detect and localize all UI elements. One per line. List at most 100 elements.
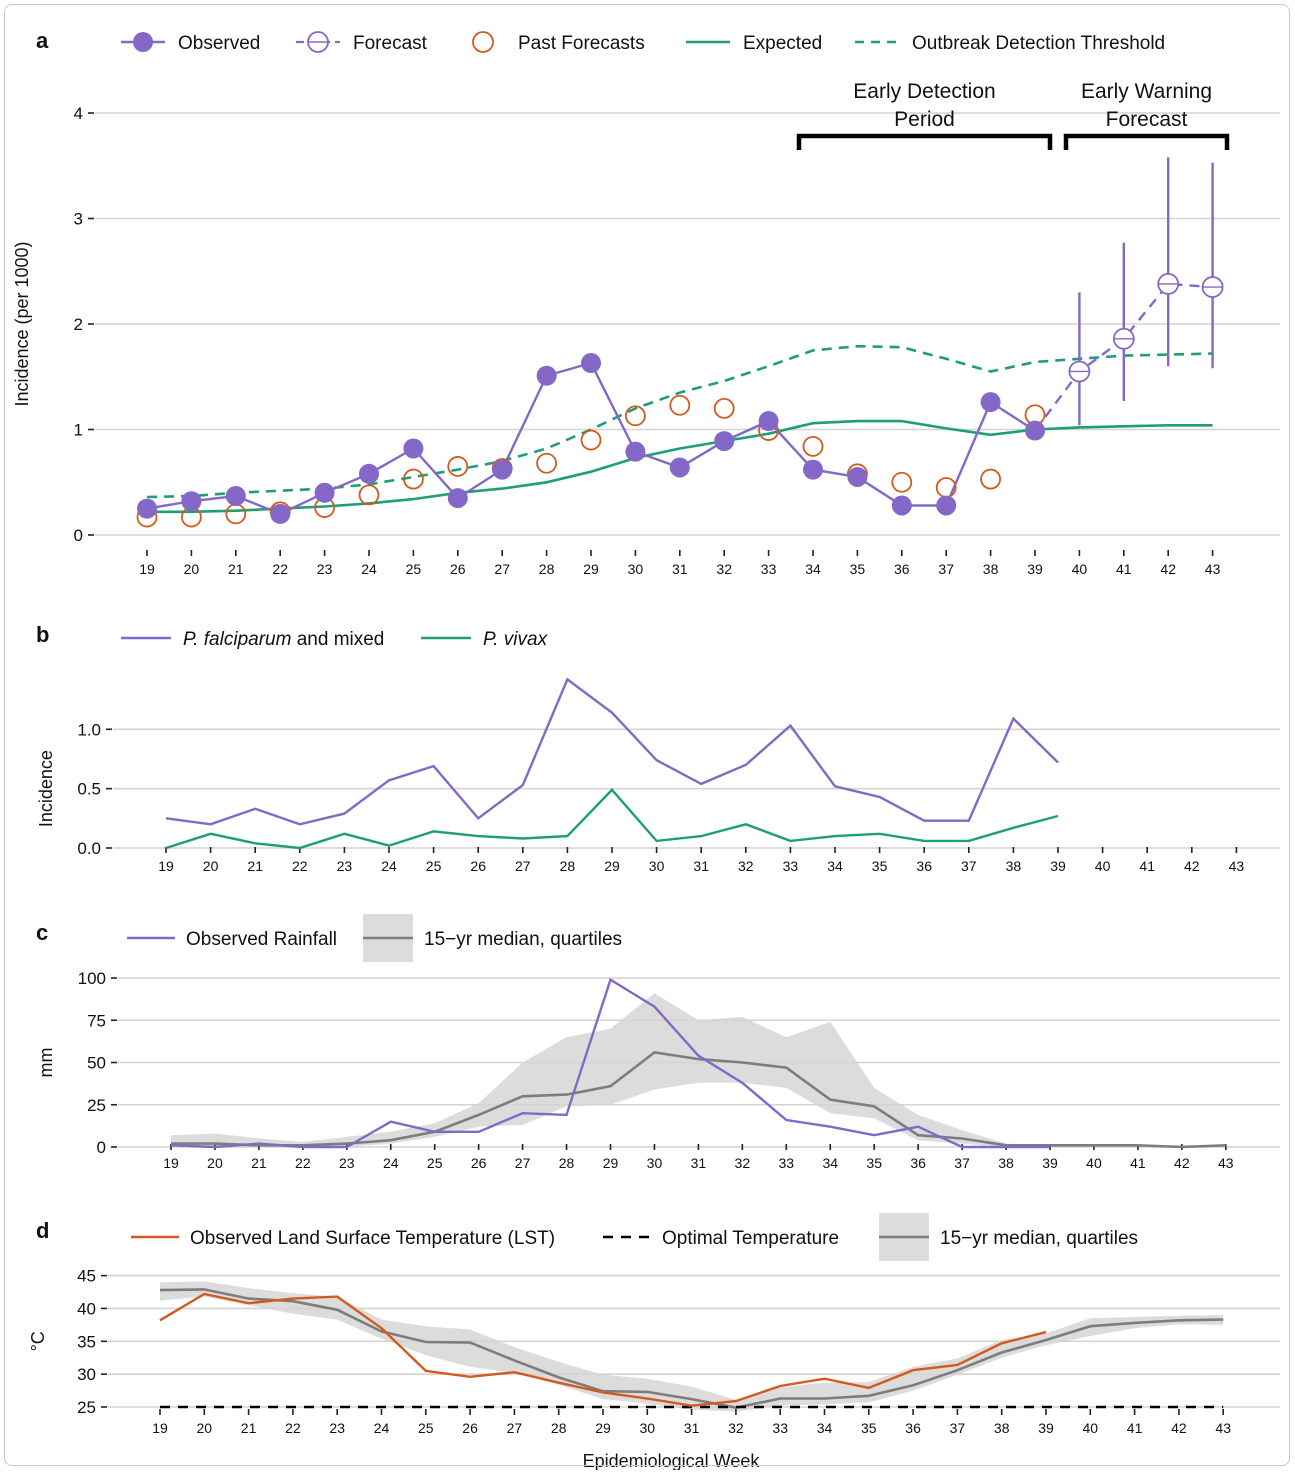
x-tick-label: 36 bbox=[894, 561, 910, 577]
x-tick-label: 33 bbox=[783, 858, 799, 874]
panel-c-band bbox=[171, 993, 1226, 1147]
x-tick-label: 37 bbox=[961, 858, 977, 874]
x-tick-label: 35 bbox=[861, 1420, 877, 1436]
past-forecast-point bbox=[891, 471, 913, 493]
x-tick-label: 34 bbox=[817, 1420, 833, 1436]
observed-point bbox=[536, 365, 557, 386]
y-tick-label: 0.5 bbox=[77, 780, 101, 799]
observed-point bbox=[758, 411, 779, 432]
panel-d-legend: Observed Land Surface Temperature (LST) O… bbox=[131, 1213, 1138, 1261]
series-line-falciparum bbox=[165, 677, 1059, 826]
x-tick-label: 43 bbox=[1229, 858, 1245, 874]
legend-label: P. vivax bbox=[483, 629, 549, 650]
x-tick-label: 26 bbox=[470, 858, 486, 874]
median-line bbox=[159, 1288, 1224, 1410]
observed-point bbox=[447, 488, 468, 509]
panel-letter-c: c bbox=[36, 920, 48, 945]
series-line-vivax bbox=[165, 788, 1059, 850]
x-tick-label: 36 bbox=[916, 858, 932, 874]
x-tick-label: 29 bbox=[603, 1155, 619, 1171]
legend-label: Forecast bbox=[353, 33, 428, 54]
x-tick-label: 20 bbox=[207, 1155, 223, 1171]
x-tick-label: 30 bbox=[647, 1155, 663, 1171]
x-tick-label: 27 bbox=[507, 1420, 523, 1436]
x-axis-title: Epidemiological Week bbox=[583, 1451, 761, 1470]
legend-label: Observed Land Surface Temperature (LST) bbox=[190, 1228, 555, 1249]
x-tick-label: 19 bbox=[139, 561, 155, 577]
panel-letter-d: d bbox=[36, 1218, 49, 1243]
x-tick-label: 41 bbox=[1130, 1155, 1146, 1171]
quartile-band bbox=[171, 993, 1226, 1147]
y-tick-label: 1 bbox=[74, 421, 83, 440]
legend-label: Outbreak Detection Threshold bbox=[912, 33, 1165, 54]
x-tick-label: 21 bbox=[241, 1420, 257, 1436]
observed-point bbox=[891, 495, 912, 516]
x-tick-label: 42 bbox=[1184, 858, 1200, 874]
x-tick-label: 24 bbox=[374, 1420, 390, 1436]
y-tick-label: 3 bbox=[74, 210, 83, 229]
observed-lst-line bbox=[159, 1292, 1047, 1407]
x-tick-label: 36 bbox=[905, 1420, 921, 1436]
x-tick-label: 22 bbox=[295, 1155, 311, 1171]
x-tick-label: 26 bbox=[462, 1420, 478, 1436]
x-tick-label: 41 bbox=[1127, 1420, 1143, 1436]
x-tick-label: 20 bbox=[203, 858, 219, 874]
x-tick-label: 34 bbox=[805, 561, 821, 577]
legend-label: 15−yr median, quartiles bbox=[424, 929, 622, 950]
x-tick-label: 28 bbox=[559, 1155, 575, 1171]
x-tick-label: 28 bbox=[539, 561, 555, 577]
y-axis-title: mm bbox=[36, 1048, 56, 1078]
x-tick-label: 38 bbox=[983, 561, 999, 577]
observed-point bbox=[581, 353, 601, 374]
x-tick-label: 21 bbox=[251, 1155, 267, 1171]
x-tick-label: 35 bbox=[866, 1155, 882, 1171]
observed-point bbox=[625, 441, 646, 462]
x-tick-label: 41 bbox=[1139, 858, 1155, 874]
x-tick-label: 30 bbox=[628, 561, 644, 577]
x-tick-label: 33 bbox=[779, 1155, 795, 1171]
past-forecast-point bbox=[802, 435, 824, 457]
annotation-label: Forecast bbox=[1106, 108, 1188, 131]
legend-label: P. falciparum and mixed bbox=[183, 629, 384, 650]
x-tick-label: 24 bbox=[361, 561, 377, 577]
legend-label-species: P. falciparum bbox=[183, 629, 291, 650]
legend-label: 15−yr median, quartiles bbox=[940, 1228, 1138, 1249]
legend-label: Observed bbox=[178, 33, 260, 54]
x-tick-label: 23 bbox=[329, 1420, 345, 1436]
x-tick-label: 42 bbox=[1160, 561, 1176, 577]
x-tick-label: 39 bbox=[1038, 1420, 1054, 1436]
x-tick-label: 35 bbox=[850, 561, 866, 577]
x-tick-label: 28 bbox=[560, 858, 576, 874]
panel-c-axes: 0 25 50 75 100 19 20 21 22 23 24 25 26 27 28 29 30 31 32 33… bbox=[36, 920, 1280, 1171]
past-forecast-point bbox=[713, 397, 735, 419]
legend-key-past-forecasts bbox=[472, 31, 494, 53]
annotation-label: Early Warning bbox=[1081, 80, 1212, 103]
legend-label: Past Forecasts bbox=[518, 33, 645, 54]
x-tick-label: 33 bbox=[772, 1420, 788, 1436]
y-tick-label: 35 bbox=[77, 1332, 96, 1351]
x-tick-label: 30 bbox=[640, 1420, 656, 1436]
x-tick-label: 31 bbox=[691, 1155, 707, 1171]
x-tick-label: 32 bbox=[738, 858, 754, 874]
annotation-bracket bbox=[1063, 133, 1230, 150]
observed-point bbox=[314, 482, 335, 503]
x-tick-label: 23 bbox=[317, 561, 333, 577]
y-tick-label: 25 bbox=[87, 1096, 106, 1115]
x-tick-label: 34 bbox=[827, 858, 843, 874]
observed-point bbox=[980, 392, 1001, 413]
legend-key-observed-marker bbox=[133, 32, 153, 52]
x-tick-label: 43 bbox=[1218, 1155, 1234, 1171]
panel-c-legend: Observed Rainfall 15−yr median, quartiles bbox=[127, 914, 622, 962]
x-tick-label: 24 bbox=[381, 858, 397, 874]
x-tick-label: 40 bbox=[1083, 1420, 1099, 1436]
x-tick-label: 23 bbox=[337, 858, 353, 874]
x-tick-label: 37 bbox=[950, 1420, 966, 1436]
past-forecast-point bbox=[358, 484, 380, 506]
panel-b-axes: 0.0 0.5 1.0 19 20 21 22 23 24 25 26 27 28 29 30 31 32 33 3… bbox=[36, 622, 1280, 874]
legend-label: Optimal Temperature bbox=[662, 1228, 839, 1249]
observed-point bbox=[403, 438, 424, 459]
x-tick-label: 31 bbox=[693, 858, 709, 874]
y-tick-label: 40 bbox=[77, 1299, 96, 1318]
